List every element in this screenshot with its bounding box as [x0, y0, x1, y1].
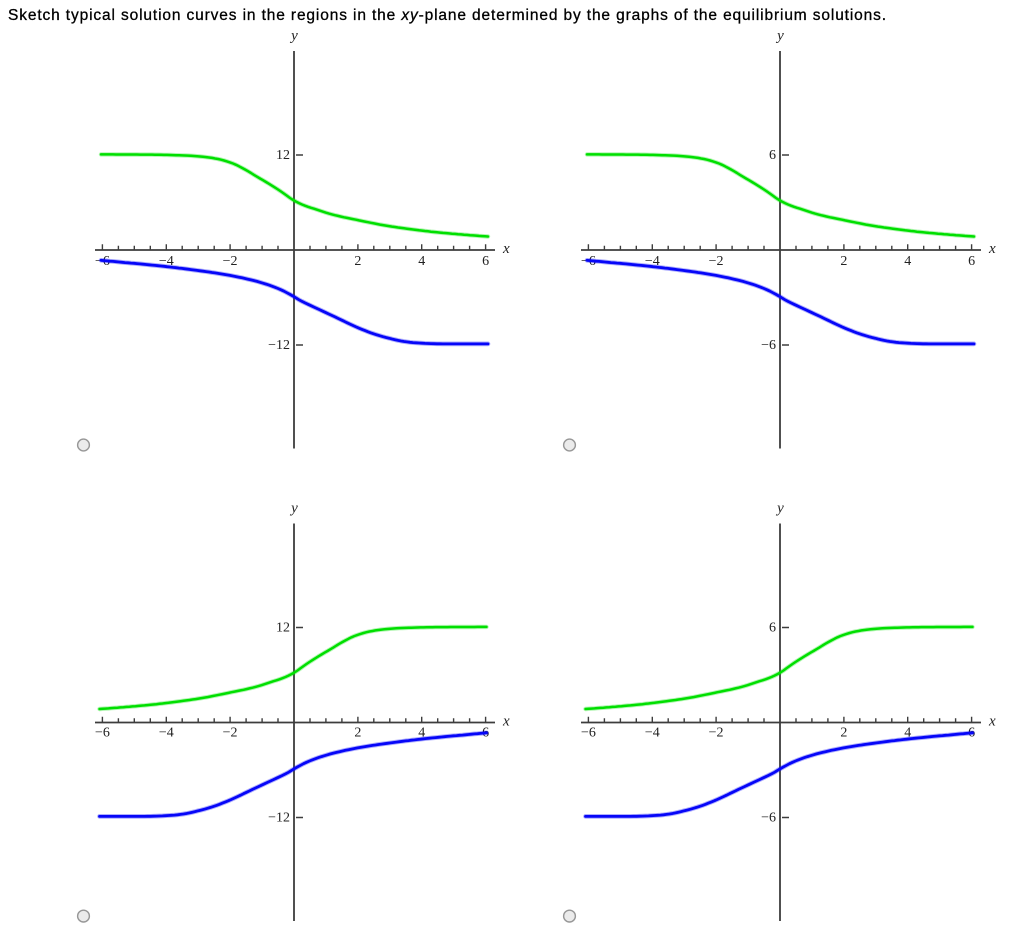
svg-text:−6: −6 — [761, 338, 776, 353]
svg-text:−2: −2 — [223, 254, 238, 269]
svg-text:−4: −4 — [159, 726, 174, 741]
svg-text:−6: −6 — [761, 811, 776, 826]
svg-text:−12: −12 — [268, 811, 290, 826]
svg-text:2: 2 — [354, 254, 361, 269]
svg-text:2: 2 — [840, 254, 847, 269]
svg-text:x: x — [502, 241, 510, 257]
svg-text:−2: −2 — [709, 254, 724, 269]
svg-text:x: x — [988, 241, 996, 257]
svg-text:−6: −6 — [95, 726, 110, 741]
svg-text:4: 4 — [904, 726, 911, 741]
svg-text:−2: −2 — [709, 726, 724, 741]
svg-text:−6: −6 — [581, 726, 596, 741]
svg-text:y: y — [775, 501, 784, 517]
svg-text:4: 4 — [904, 254, 911, 269]
svg-text:4: 4 — [418, 254, 425, 269]
svg-text:x: x — [502, 714, 510, 730]
svg-text:6: 6 — [482, 254, 489, 269]
svg-text:6: 6 — [968, 254, 975, 269]
svg-text:2: 2 — [354, 726, 361, 741]
svg-text:6: 6 — [769, 621, 776, 636]
svg-text:y: y — [289, 501, 298, 517]
svg-text:−12: −12 — [268, 338, 290, 353]
svg-text:−4: −4 — [645, 726, 660, 741]
svg-text:−2: −2 — [223, 726, 238, 741]
svg-text:x: x — [988, 714, 996, 730]
svg-text:y: y — [289, 28, 298, 44]
svg-text:6: 6 — [769, 148, 776, 163]
svg-text:12: 12 — [276, 148, 290, 163]
svg-text:12: 12 — [276, 621, 290, 636]
svg-text:2: 2 — [840, 726, 847, 741]
svg-text:y: y — [775, 28, 784, 44]
svg-text:4: 4 — [418, 726, 425, 741]
